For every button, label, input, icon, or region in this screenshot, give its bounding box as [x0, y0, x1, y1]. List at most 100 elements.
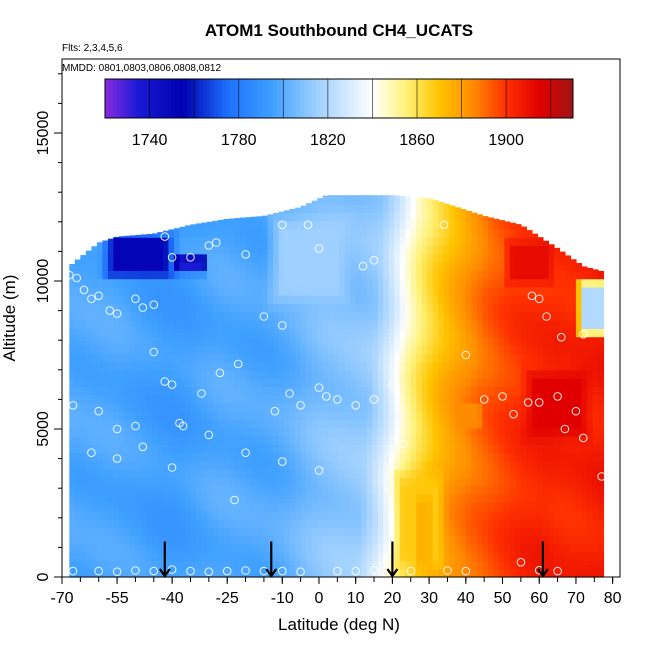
heatmap-cell — [179, 469, 186, 479]
heatmap-cell — [322, 311, 329, 321]
colorbar-segment — [537, 79, 543, 118]
heatmap-cell — [135, 427, 142, 437]
colorbar: 1740 1780 1820 1860 1900 — [104, 78, 574, 149]
heatmap-cell — [322, 212, 329, 222]
heatmap-cell — [405, 262, 412, 271]
heatmap-cell — [234, 552, 241, 562]
heatmap-cell — [427, 295, 434, 305]
heatmap-cell — [184, 568, 192, 578]
heatmap-cell — [300, 494, 307, 504]
heatmap-cell — [339, 212, 346, 222]
heatmap-cell — [509, 510, 516, 520]
heatmap-cell — [262, 552, 269, 562]
heatmap-cell — [85, 262, 92, 271]
heatmap-cell — [355, 518, 362, 528]
heatmap-cell — [267, 386, 274, 396]
heatmap-cell — [361, 494, 368, 504]
heatmap-cell — [168, 311, 175, 321]
heatmap-cell — [377, 195, 384, 205]
heatmap-cell — [212, 328, 219, 338]
heatmap-cell — [113, 253, 120, 263]
heatmap-cell — [234, 452, 241, 462]
heatmap-cell — [383, 527, 390, 537]
heatmap-cell — [262, 411, 269, 421]
heatmap-cell — [586, 369, 594, 379]
heatmap-cell — [162, 535, 170, 545]
heatmap-cell — [162, 295, 170, 305]
heatmap-cell — [322, 262, 329, 271]
heatmap-cell — [240, 494, 247, 504]
heatmap-cell — [493, 218, 500, 222]
heatmap-cell — [465, 336, 472, 346]
heatmap-cell — [432, 328, 439, 338]
heatmap-cell — [581, 402, 588, 412]
heatmap-cell — [157, 245, 164, 255]
heatmap-cell — [124, 452, 131, 462]
heatmap-cell — [559, 303, 566, 313]
sample-point — [160, 232, 170, 241]
heatmap-cell — [355, 204, 362, 213]
heatmap-cell — [157, 402, 164, 412]
heatmap-cell — [267, 237, 274, 247]
heatmap-cell — [350, 402, 357, 412]
heatmap-cell — [212, 386, 219, 396]
heatmap-cell — [311, 411, 318, 421]
heatmap-cell — [96, 242, 103, 247]
heatmap-cell — [333, 320, 340, 329]
heatmap-cell — [504, 460, 511, 470]
heatmap-cell — [173, 552, 181, 562]
heatmap-cell — [251, 510, 258, 520]
heatmap-cell — [526, 477, 533, 487]
heatmap-cell — [553, 402, 561, 412]
heatmap-cell — [91, 411, 98, 421]
heatmap-cell — [328, 204, 335, 213]
heatmap-cell — [151, 535, 159, 545]
heatmap-cell — [184, 402, 192, 412]
heatmap-cell — [289, 494, 296, 504]
heatmap-cell — [564, 485, 572, 495]
heatmap-cell — [267, 320, 274, 329]
heatmap-cell — [162, 419, 170, 429]
heatmap-cell — [162, 328, 170, 338]
heatmap-cell — [195, 286, 203, 296]
heatmap-cell — [476, 253, 483, 263]
heatmap-cell — [377, 419, 384, 429]
heatmap-cell — [361, 452, 368, 462]
heatmap-cell — [597, 427, 605, 437]
heatmap-cell — [509, 469, 516, 479]
heatmap-cell — [146, 411, 153, 421]
heatmap-cell — [118, 411, 126, 421]
heatmap-cell — [284, 295, 291, 305]
heatmap-cell — [229, 477, 236, 487]
heatmap-cell — [416, 477, 423, 487]
heatmap-cell — [564, 436, 572, 445]
heatmap-cell — [234, 336, 241, 346]
heatmap-cell — [537, 344, 544, 354]
colorbar-segment — [128, 79, 133, 118]
heatmap-cell — [383, 311, 390, 321]
heatmap-cell — [195, 223, 203, 230]
heatmap-cell — [273, 460, 280, 470]
heatmap-cell — [515, 262, 522, 271]
heatmap-cell — [416, 237, 423, 247]
heatmap-cell — [559, 518, 566, 528]
heatmap-cell — [520, 444, 527, 454]
heatmap-cell — [80, 494, 87, 504]
heatmap-cell — [399, 295, 406, 305]
heatmap-cell — [597, 419, 605, 429]
heatmap-cell — [256, 378, 263, 387]
heatmap-cell — [333, 543, 340, 553]
colorbar-segment — [261, 79, 266, 118]
sample-point — [112, 309, 122, 318]
sample-point — [278, 321, 287, 330]
heatmap-cell — [91, 303, 98, 313]
dates-note: MMDD: 0801,0803,0806,0808,0812 — [62, 63, 221, 74]
heatmap-cell — [91, 270, 98, 280]
heatmap-cell — [140, 270, 148, 280]
heatmap-cell — [267, 245, 274, 255]
heatmap-cell — [377, 336, 384, 346]
heatmap-cell — [542, 460, 550, 470]
heatmap-cell — [306, 444, 313, 454]
heatmap-cell — [377, 328, 384, 338]
heatmap-cell — [207, 402, 214, 412]
